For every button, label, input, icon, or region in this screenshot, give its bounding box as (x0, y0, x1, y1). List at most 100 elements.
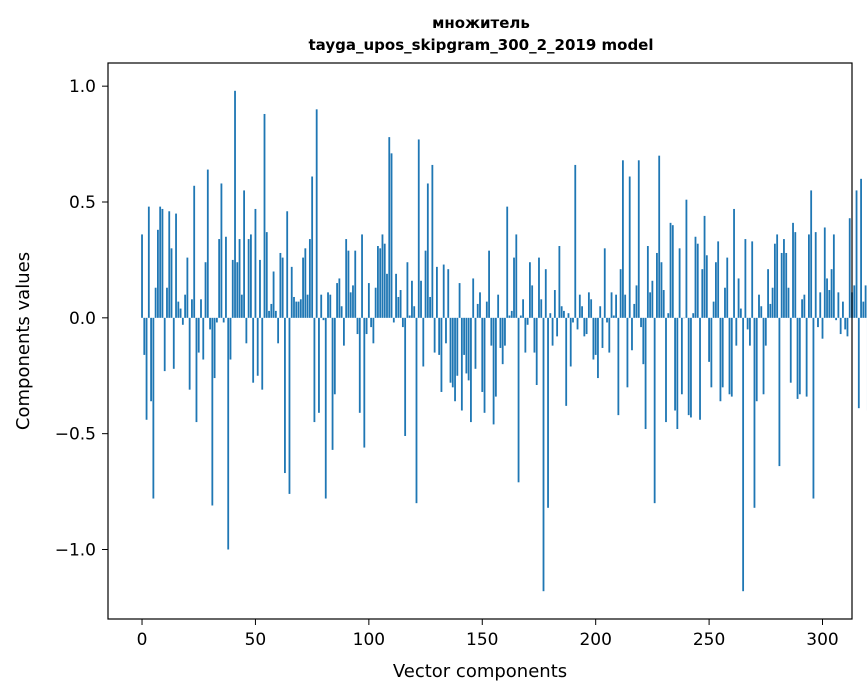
bar-290 (798, 317, 801, 395)
bar-127 (429, 296, 431, 318)
bar-278 (771, 287, 774, 318)
bar-40 (231, 259, 234, 318)
bar-61 (279, 252, 282, 318)
bar-312 (848, 218, 851, 318)
bar-24 (195, 317, 198, 423)
bar-310 (844, 317, 847, 330)
bar-55 (265, 232, 268, 318)
bar-245 (696, 243, 699, 318)
bar-158 (499, 317, 502, 348)
plot-frame (107, 62, 853, 620)
bar-221 (642, 317, 645, 365)
y-tick-label: −1.0 (55, 541, 96, 561)
bar-191 (574, 164, 577, 318)
bar-219 (637, 160, 640, 318)
bar-76 (313, 317, 316, 423)
bar-63 (284, 317, 286, 474)
bar-166 (517, 317, 520, 483)
bar-220 (640, 317, 642, 328)
bar-204 (603, 248, 606, 318)
bar-262 (735, 317, 738, 346)
bar-280 (776, 234, 779, 318)
bar-141 (460, 317, 463, 411)
x-tick-label: 300 (806, 630, 838, 650)
bar-1 (143, 317, 146, 355)
bar-135 (447, 269, 450, 318)
bar-72 (304, 248, 307, 318)
x-tick-label: 150 (466, 630, 498, 650)
bar-212 (622, 160, 624, 318)
bar-81 (324, 317, 327, 499)
bar-97 (361, 234, 363, 318)
bar-154 (490, 317, 493, 346)
bar-317 (860, 178, 862, 318)
bar-174 (535, 317, 538, 386)
bar-52 (259, 259, 261, 318)
bar-8 (159, 206, 162, 318)
bar-250 (708, 317, 710, 362)
bar-283 (783, 239, 785, 318)
bar-19 (184, 294, 187, 318)
bar-131 (438, 317, 441, 355)
bar-7 (157, 229, 159, 318)
bar-196 (585, 317, 588, 335)
bar-41 (234, 90, 236, 318)
bar-213 (624, 294, 627, 318)
bar-17 (179, 308, 182, 318)
bar-152 (485, 301, 488, 318)
bar-54 (263, 113, 266, 318)
bar-168 (522, 299, 524, 318)
bar-74 (308, 239, 311, 318)
bar-162 (508, 315, 511, 318)
bar-300 (821, 317, 824, 339)
bar-22 (191, 299, 193, 318)
bar-21 (188, 317, 191, 390)
bar-294 (808, 234, 810, 318)
bar-279 (773, 243, 776, 318)
bar-116 (404, 317, 407, 436)
bar-308 (839, 317, 842, 335)
bar-11 (166, 287, 168, 318)
bar-184 (558, 246, 561, 318)
bar-10 (163, 317, 166, 372)
bar-231 (665, 317, 667, 423)
bar-171 (529, 262, 531, 318)
bar-235 (674, 317, 676, 411)
bar-236 (676, 317, 679, 430)
x-axis-ticks: 0 50 100 150 200 250 300 (137, 619, 839, 650)
bar-146 (472, 278, 475, 318)
bar-258 (726, 257, 729, 318)
y-axis-label: Components values (13, 252, 34, 430)
bar-222 (644, 317, 647, 430)
bar-113 (397, 296, 400, 318)
bar-304 (830, 269, 833, 318)
bar-315 (855, 190, 858, 318)
bar-155 (492, 317, 495, 425)
bar-103 (374, 287, 377, 318)
bar-269 (751, 241, 754, 318)
bar-288 (794, 232, 797, 318)
bar-78 (318, 317, 320, 413)
bar-234 (671, 225, 674, 318)
bar-124 (422, 317, 425, 367)
bar-35 (220, 183, 223, 318)
y-tick-label: 0.5 (69, 193, 96, 213)
bar-274 (762, 317, 765, 395)
bar-190 (572, 317, 574, 323)
bar-112 (395, 273, 397, 318)
bar-169 (524, 317, 527, 353)
bar-153 (488, 250, 490, 318)
bar-209 (615, 294, 617, 318)
bar-106 (381, 234, 384, 318)
chart-title: множитель (432, 14, 530, 32)
bar-223 (646, 246, 649, 318)
bar-311 (846, 317, 849, 337)
bar-299 (819, 292, 822, 318)
bar-6 (154, 287, 157, 318)
bar-137 (451, 317, 454, 388)
bar-244 (694, 236, 697, 318)
bar-5 (152, 317, 155, 499)
bar-134 (445, 317, 447, 344)
bar-48 (250, 234, 252, 318)
bar-227 (656, 252, 658, 318)
